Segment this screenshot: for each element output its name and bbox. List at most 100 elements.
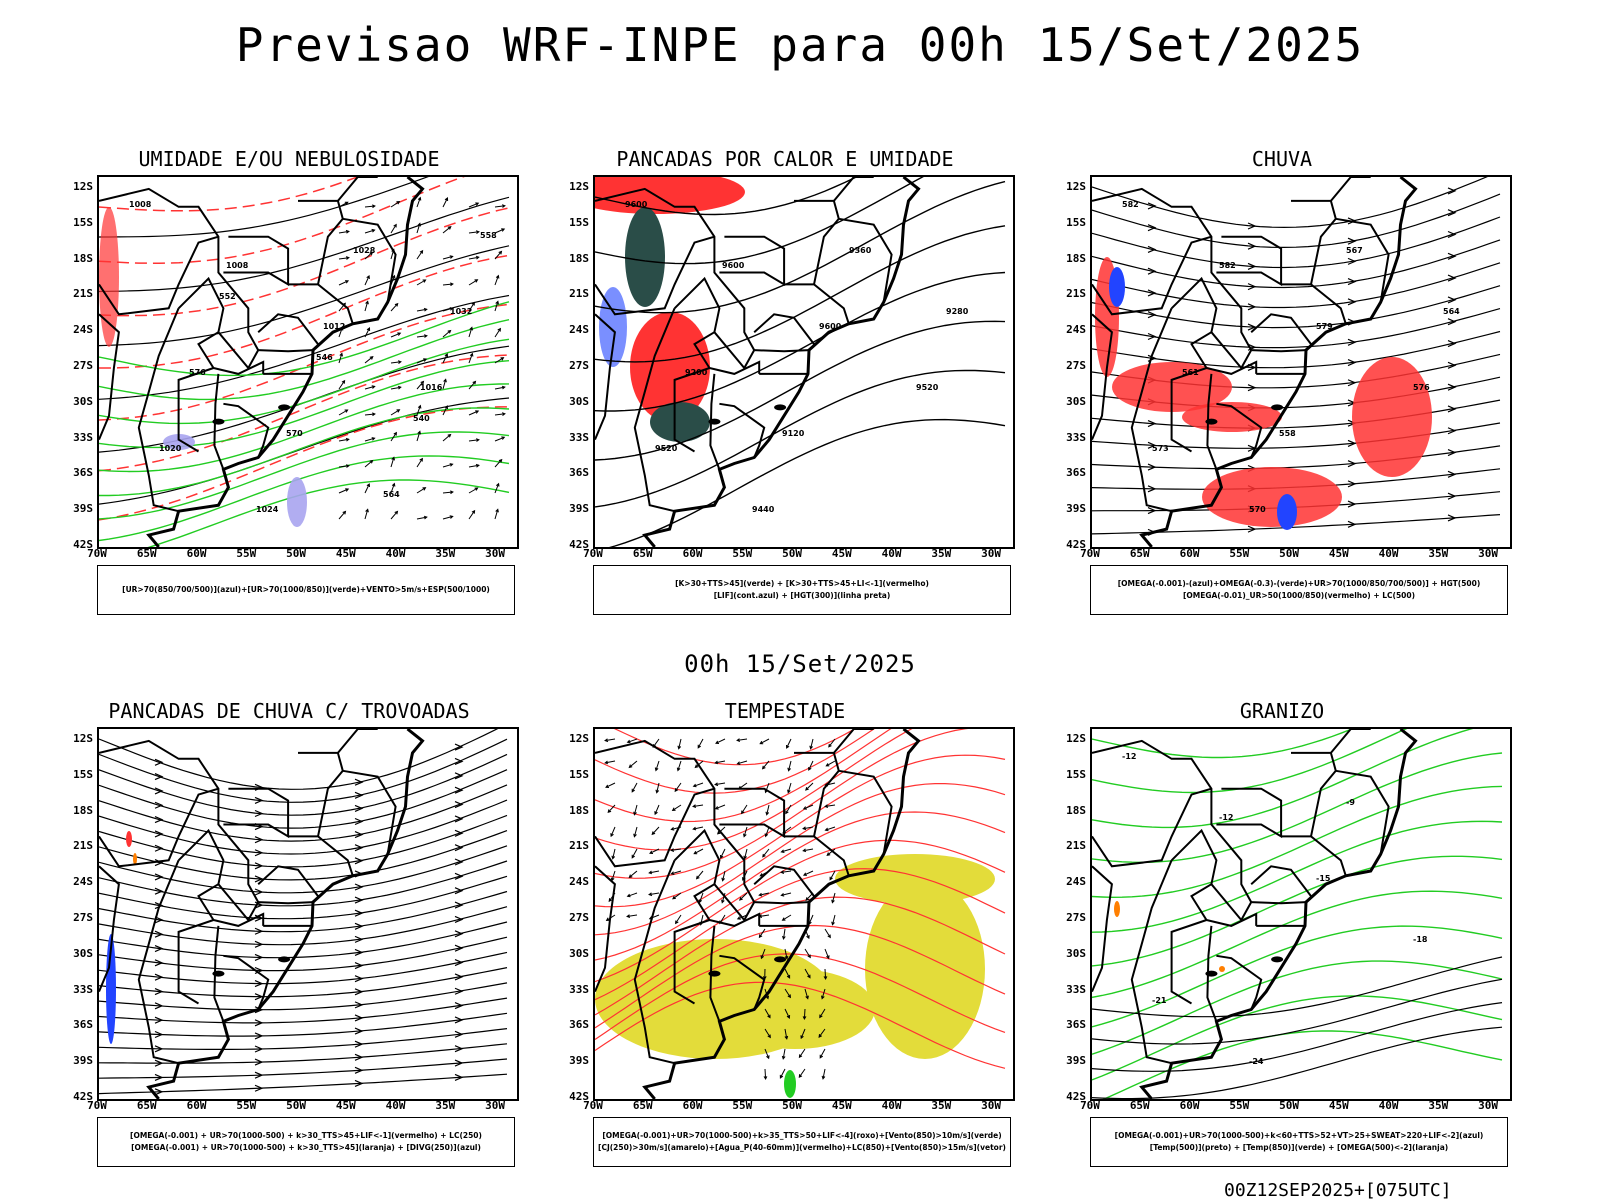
streamline-arrow xyxy=(454,944,464,952)
panel-pancadas-trovoadas: PANCADAS DE CHUVA C/ TROVOADAS [OMEGA(-0… xyxy=(59,699,519,1179)
streamline-arrow xyxy=(454,1030,464,1038)
wind-vector xyxy=(758,892,770,897)
streamline-arrow xyxy=(354,1053,364,1061)
streamline-arrow xyxy=(1447,209,1457,217)
streamline-arrow xyxy=(1147,441,1157,449)
streamline-arrow xyxy=(254,836,264,844)
streamline-arrow xyxy=(154,1073,164,1082)
streamline-arrow xyxy=(1147,485,1157,493)
wind-vector xyxy=(809,738,814,750)
border-line xyxy=(99,865,120,992)
legend-line: [LIF](cont.azul) + [HGT(300)](linha pret… xyxy=(713,591,891,600)
streamline-arrow xyxy=(454,915,464,923)
lon-tick-label: 70W xyxy=(583,1099,603,1112)
border-line xyxy=(833,177,874,202)
lat-tick-label: 33S xyxy=(73,982,93,996)
shaded-area xyxy=(99,207,119,347)
streamline xyxy=(99,982,508,1011)
border-line xyxy=(673,919,710,1005)
streamline-arrow xyxy=(254,796,264,804)
panel-granizo: GRANIZO -12 -12 -15 -18 -21 -24 -9 [OMEGA(-0.0… xyxy=(1052,699,1512,1179)
lon-tick-label: 30W xyxy=(1478,1099,1499,1112)
wind-vector xyxy=(364,274,370,286)
streamline-arrow xyxy=(1147,311,1157,319)
wind-vector xyxy=(672,892,682,900)
streamline-arrow xyxy=(1347,237,1357,245)
wind-vector xyxy=(338,229,350,234)
wind-vector xyxy=(758,928,766,939)
lon-tick-label: 55W xyxy=(236,1099,257,1112)
streamline-arrow xyxy=(354,948,364,957)
border-line xyxy=(633,307,676,513)
streamline-arrow xyxy=(1447,361,1457,369)
panel-chuva: CHUVA 582 582 579 576 573 570 567 564 561 558 [OM… xyxy=(1052,147,1512,627)
wind-vector xyxy=(761,760,770,770)
lat-tick-label: 12S xyxy=(569,179,589,193)
border-line xyxy=(719,954,766,1010)
lon-tick-label: 55W xyxy=(732,1099,753,1112)
lon-tick-label: 40W xyxy=(1378,547,1399,560)
streamline-arrow xyxy=(1347,217,1357,225)
lat-tick-label: 15S xyxy=(1066,767,1086,781)
wind-vector xyxy=(786,738,792,749)
border-line xyxy=(1291,199,1337,285)
border-line xyxy=(1335,769,1390,855)
wind-vector xyxy=(824,948,830,960)
streamline-arrow xyxy=(454,987,464,995)
border-line xyxy=(719,235,786,287)
contour-label: 1020 xyxy=(159,444,182,453)
border-line xyxy=(719,787,786,839)
lon-tick-label: 65W xyxy=(1129,547,1150,560)
wind-vector xyxy=(784,948,789,960)
legend-line: [OMEGA(-0.001)+UR>70(1000-500)+k<60+TTS>… xyxy=(1114,1131,1484,1140)
border-line xyxy=(753,313,815,345)
streamline-arrow xyxy=(454,930,464,938)
panel-title: CHUVA xyxy=(1251,147,1313,171)
wind-vector xyxy=(674,782,682,793)
border-line xyxy=(1206,373,1218,470)
streamline xyxy=(1092,262,1501,309)
streamline-arrow xyxy=(154,773,164,781)
page-title: Previsao WRF-INPE para 00h 15/Set/2025 xyxy=(235,18,1365,72)
wind-vector xyxy=(390,223,397,234)
streamline-arrow xyxy=(154,787,164,795)
wind-vector xyxy=(758,914,770,918)
coastline xyxy=(146,729,425,1099)
lat-tick-label: 12S xyxy=(73,731,93,745)
lat-tick-label: 33S xyxy=(569,982,589,996)
streamline xyxy=(99,753,508,816)
lon-tick-label: 45W xyxy=(335,547,356,560)
streamline-arrow xyxy=(154,844,164,852)
lat-tick-label: 33S xyxy=(569,430,589,444)
legend-line: [CJ(250)>30m/s](amarelo)+[Agua_P(40-60mm… xyxy=(598,1143,1006,1152)
wind-vector xyxy=(693,848,704,855)
lon-tick-label: 35W xyxy=(435,1099,456,1112)
wind-vector xyxy=(721,892,726,904)
lat-tick-label: 24S xyxy=(73,323,93,337)
lat-tick-label: 36S xyxy=(73,1018,93,1032)
streamline-arrow xyxy=(1247,525,1257,533)
border-line xyxy=(673,367,710,453)
streamline xyxy=(99,845,508,894)
streamline-arrow xyxy=(154,816,164,824)
wind-vector xyxy=(808,760,814,771)
wind-vector xyxy=(364,300,369,312)
wind-vector xyxy=(825,760,836,767)
wind-vector xyxy=(416,487,427,494)
wind-vector xyxy=(677,738,682,750)
wind-vector xyxy=(804,968,811,979)
lat-tick-label: 33S xyxy=(1066,982,1086,996)
wind-vector xyxy=(831,914,836,926)
contour-line xyxy=(1092,978,1503,1045)
streamline-arrow xyxy=(1247,283,1257,291)
streamline-arrow xyxy=(154,1016,164,1024)
border-line xyxy=(258,349,314,353)
streamline-arrow xyxy=(354,817,364,826)
streamline-arrow xyxy=(254,809,264,818)
wind-vector xyxy=(798,1068,806,1079)
wind-vector xyxy=(692,804,704,808)
border-line xyxy=(595,187,756,351)
streamline-arrow xyxy=(454,872,464,880)
border-line xyxy=(1251,901,1307,905)
